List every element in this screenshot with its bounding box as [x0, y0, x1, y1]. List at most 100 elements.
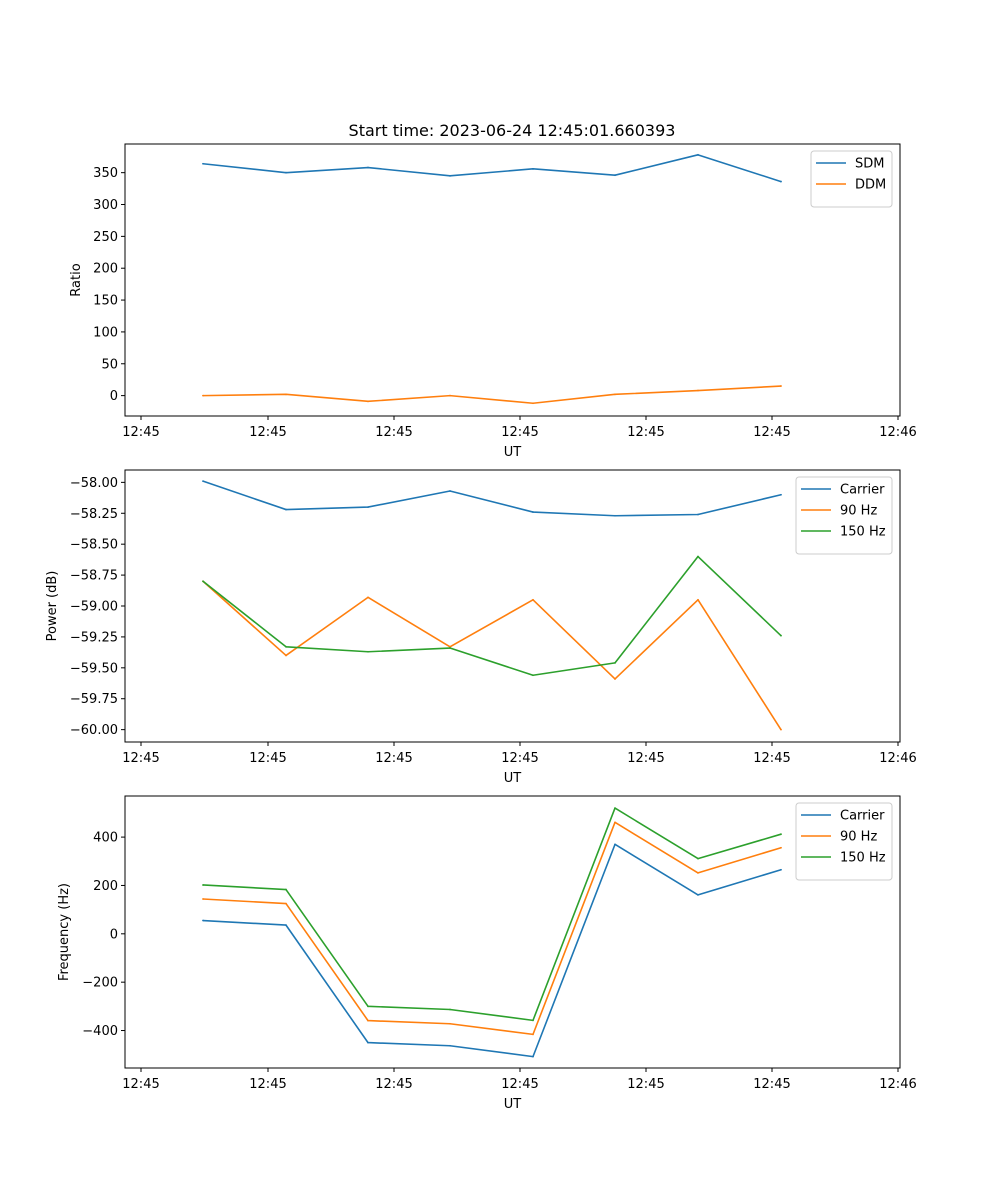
data-point-150-hz — [449, 1008, 451, 1011]
data-point-ddm — [367, 400, 369, 403]
legend-label-150-hz: 150 Hz — [840, 851, 886, 866]
legend-box — [810, 150, 893, 208]
legend-label-sdm: SDM — [855, 157, 884, 172]
data-point-ddm — [285, 393, 287, 396]
data-point-ddm — [532, 402, 534, 405]
data-point-150-hz — [532, 1019, 534, 1022]
data-point-150-hz — [285, 645, 287, 648]
x-axis-label: UT — [504, 445, 522, 460]
y-tick-label: −200 — [82, 976, 118, 991]
series-line-carrier — [202, 480, 782, 517]
x-tick-label: 12:45 — [753, 1077, 790, 1092]
data-point-carrier — [367, 506, 369, 508]
x-tick-label: 12:45 — [501, 1077, 538, 1092]
y-tick-label: −400 — [82, 1024, 118, 1039]
data-point-90-hz — [367, 596, 369, 599]
y-tick-label: −60.00 — [70, 723, 118, 738]
y-axis-label: Power (dB) — [45, 571, 60, 642]
data-point-90-hz — [697, 598, 699, 601]
data-point-sdm — [449, 174, 451, 177]
y-tick-label: 350 — [93, 166, 118, 181]
data-point-carrier — [614, 843, 616, 846]
data-point-carrier — [285, 924, 287, 927]
data-point-carrier — [449, 490, 451, 492]
x-tick-label: 12:45 — [249, 1077, 286, 1092]
data-point-carrier — [285, 508, 287, 511]
data-point-150-hz — [449, 647, 451, 649]
series-line-ddm — [202, 385, 782, 405]
data-point-sdm — [614, 174, 616, 177]
data-point-sdm — [697, 153, 699, 156]
data-point-ddm — [780, 385, 782, 387]
legend-label-150-hz: 150 Hz — [840, 525, 886, 540]
x-tick-label: 12:45 — [627, 751, 664, 766]
data-point-carrier — [614, 514, 616, 517]
data-point-150-hz — [780, 634, 782, 637]
y-axis-label: Ratio — [69, 263, 84, 296]
y-tick-label: 0 — [110, 927, 118, 942]
data-point-150-hz — [285, 888, 287, 891]
data-point-carrier — [202, 919, 204, 922]
data-point-90-hz — [449, 1022, 451, 1025]
data-point-carrier — [202, 480, 204, 483]
y-tick-label: −58.50 — [70, 538, 118, 553]
data-point-150-hz — [532, 674, 534, 677]
legend-box — [795, 802, 893, 881]
data-point-carrier — [780, 493, 782, 496]
data-point-carrier — [449, 1044, 451, 1047]
x-tick-label: 12:45 — [249, 751, 286, 766]
series-line-150-hz — [202, 807, 782, 1022]
y-tick-label: −58.25 — [70, 507, 118, 522]
y-tick-label: −59.50 — [70, 661, 118, 676]
legend-label-90-hz: 90 Hz — [840, 504, 877, 519]
y-axis-label: Frequency (Hz) — [57, 883, 72, 981]
data-point-carrier — [780, 868, 782, 871]
x-axis-label: UT — [504, 771, 522, 786]
x-tick-label: 12:45 — [501, 425, 538, 440]
ratio-panel: 12:45 12:45 12:45 12:45 12:45 12:45 12:46 0 50 10… — [69, 143, 917, 460]
series-line-90-hz — [202, 580, 782, 731]
data-point-carrier — [532, 1055, 534, 1058]
x-tick-label: 12:45 — [375, 1077, 412, 1092]
data-point-carrier — [697, 893, 699, 896]
data-point-150-hz — [697, 857, 699, 860]
y-tick-label: 0 — [110, 389, 118, 404]
x-tick-label: 12:45 — [501, 751, 538, 766]
y-tick-label: −58.00 — [70, 476, 118, 491]
data-point-sdm — [532, 167, 534, 170]
data-point-90-hz — [532, 1033, 534, 1036]
series-line-90-hz — [202, 821, 782, 1036]
y-tick-label: −58.75 — [70, 569, 118, 584]
legend-box — [795, 476, 893, 555]
legend-label-ddm: DDM — [855, 178, 886, 193]
y-tick-label: 250 — [93, 230, 118, 245]
axes-frame — [124, 143, 901, 417]
axes-frame — [124, 469, 901, 743]
data-point-sdm — [367, 166, 369, 169]
x-tick-label: 12:45 — [122, 751, 159, 766]
data-point-90-hz — [614, 678, 616, 680]
data-point-90-hz — [202, 898, 204, 900]
y-tick-label: 200 — [93, 262, 118, 277]
figure-title: Start time: 2023-06-24 12:45:01.660393 — [349, 121, 676, 140]
y-tick-label: 50 — [101, 357, 118, 372]
power-panel: 12:45 12:45 12:45 12:45 12:45 12:45 12:46 −58.0… — [45, 469, 917, 786]
data-point-150-hz — [367, 650, 369, 653]
data-point-150-hz — [697, 555, 699, 558]
series-line-sdm — [202, 154, 782, 183]
data-point-90-hz — [285, 654, 287, 657]
legend-label-carrier: Carrier — [840, 809, 885, 824]
x-tick-label: 12:46 — [879, 1077, 916, 1092]
x-axis-label: UT — [504, 1097, 522, 1112]
x-tick-label: 12:46 — [879, 751, 916, 766]
y-tick-label: 200 — [93, 879, 118, 894]
axes-frame — [124, 795, 901, 1069]
data-point-90-hz — [614, 821, 616, 824]
data-point-90-hz — [780, 728, 782, 731]
x-tick-label: 12:46 — [879, 425, 916, 440]
series-line-carrier — [202, 843, 782, 1058]
series-line-150-hz — [202, 555, 782, 677]
x-tick-label: 12:45 — [122, 425, 159, 440]
data-point-carrier — [697, 513, 699, 516]
